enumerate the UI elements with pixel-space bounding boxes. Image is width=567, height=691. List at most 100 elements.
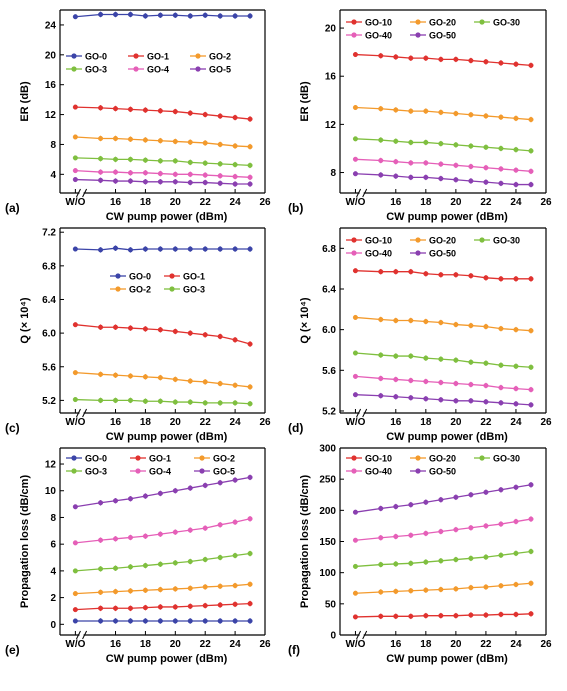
data-point (187, 527, 193, 533)
legend-entry: GO-10 (365, 236, 392, 246)
panel-label: (b) (288, 201, 303, 215)
data-point (393, 588, 399, 594)
data-point (232, 400, 238, 406)
data-point (468, 323, 474, 329)
legend-entry: GO-2 (129, 285, 151, 295)
data-point (378, 589, 384, 595)
panel-label: (e) (5, 643, 20, 657)
series-go-30 (352, 136, 534, 154)
legend-entry: GO-10 (365, 454, 392, 464)
x-axis-label: CW pump power (dBm) (386, 653, 508, 665)
panel-label: (a) (5, 201, 20, 215)
data-point (513, 115, 519, 121)
data-point (232, 174, 238, 180)
legend-entry: GO-20 (429, 18, 456, 28)
data-point (202, 12, 208, 18)
legend: GO-10 GO-20 GO-30 GO-40 GO-50 (346, 18, 520, 41)
data-point (112, 324, 119, 330)
x-tick-label: 16 (390, 197, 402, 208)
data-point (438, 613, 444, 619)
x-axis-label: CW pump power (dBm) (106, 431, 228, 443)
data-point (393, 504, 399, 510)
y-tick-label: 20 (325, 24, 337, 35)
data-point (483, 554, 489, 560)
data-point (142, 326, 148, 332)
y-tick-label: 4 (50, 170, 56, 181)
x-tick-label: 22 (480, 197, 492, 208)
data-point (247, 181, 253, 187)
data-point (528, 182, 534, 188)
data-point (528, 168, 534, 174)
data-point (393, 54, 399, 60)
data-point (72, 540, 78, 546)
data-point (202, 482, 208, 488)
data-point (483, 165, 489, 171)
data-point (378, 106, 384, 112)
data-point (72, 607, 78, 613)
data-point (378, 562, 384, 568)
series-go-20 (352, 314, 534, 334)
series-go-0 (72, 245, 253, 253)
data-point (142, 493, 148, 499)
data-point (483, 399, 489, 405)
data-point (98, 397, 104, 403)
data-point (408, 353, 414, 359)
data-point (172, 12, 178, 18)
data-point (217, 400, 223, 406)
y-tick-label: 12 (45, 460, 57, 471)
y-tick-label: 150 (319, 537, 336, 548)
legend-marker (415, 19, 421, 25)
data-point (393, 159, 399, 165)
data-point (423, 139, 429, 145)
legend-marker (169, 273, 175, 279)
x-tick-label: 26 (259, 417, 271, 428)
data-point (393, 138, 399, 144)
panel-label: (f) (288, 643, 300, 657)
x-tick-label: 18 (420, 197, 432, 208)
data-point (408, 613, 414, 619)
data-point (232, 162, 238, 168)
data-point (513, 61, 519, 67)
x-tick-label: 24 (230, 639, 242, 650)
data-point (157, 587, 163, 593)
legend-entry: GO-40 (365, 249, 392, 259)
data-point (453, 494, 459, 500)
x-tick-label: 16 (110, 197, 122, 208)
legend-marker (135, 468, 141, 474)
data-point (468, 525, 474, 531)
x-tick-label: 22 (200, 197, 212, 208)
data-point (187, 618, 193, 624)
data-point (352, 350, 359, 356)
data-point (468, 612, 474, 618)
y-tick-label: 0 (50, 620, 56, 631)
data-point (453, 162, 459, 168)
y-tick-label: 24 (45, 20, 57, 31)
legend: GO-10 GO-20 GO-30 GO-40 GO-50 (346, 236, 520, 259)
data-point (127, 605, 134, 611)
legend-entry: GO-30 (493, 18, 520, 28)
data-point (483, 383, 489, 389)
y-tick-label: 20 (45, 50, 57, 61)
x-tick-label: 24 (510, 197, 522, 208)
data-point (513, 401, 519, 407)
series-go-3 (72, 550, 253, 574)
legend-entry: GO-0 (129, 272, 151, 282)
data-point (378, 352, 384, 358)
legend-entry: GO-50 (429, 31, 456, 41)
data-point (423, 613, 429, 619)
data-point (157, 327, 163, 333)
data-point (453, 613, 459, 619)
data-point (468, 163, 474, 170)
chart-panel-b: W/O 16 18 20 22 24 26 8 12 16 20 CW pump power (dBm… (288, 9, 552, 223)
data-point (423, 271, 429, 277)
legend-marker (195, 53, 201, 59)
data-point (112, 372, 119, 378)
x-tick-label: 26 (540, 639, 552, 650)
data-point (127, 397, 134, 403)
data-point (528, 548, 534, 555)
x-tick-label: 26 (540, 197, 552, 208)
series-go-1 (72, 104, 253, 122)
data-point (112, 536, 119, 542)
data-point (352, 171, 359, 177)
data-point (172, 328, 178, 334)
